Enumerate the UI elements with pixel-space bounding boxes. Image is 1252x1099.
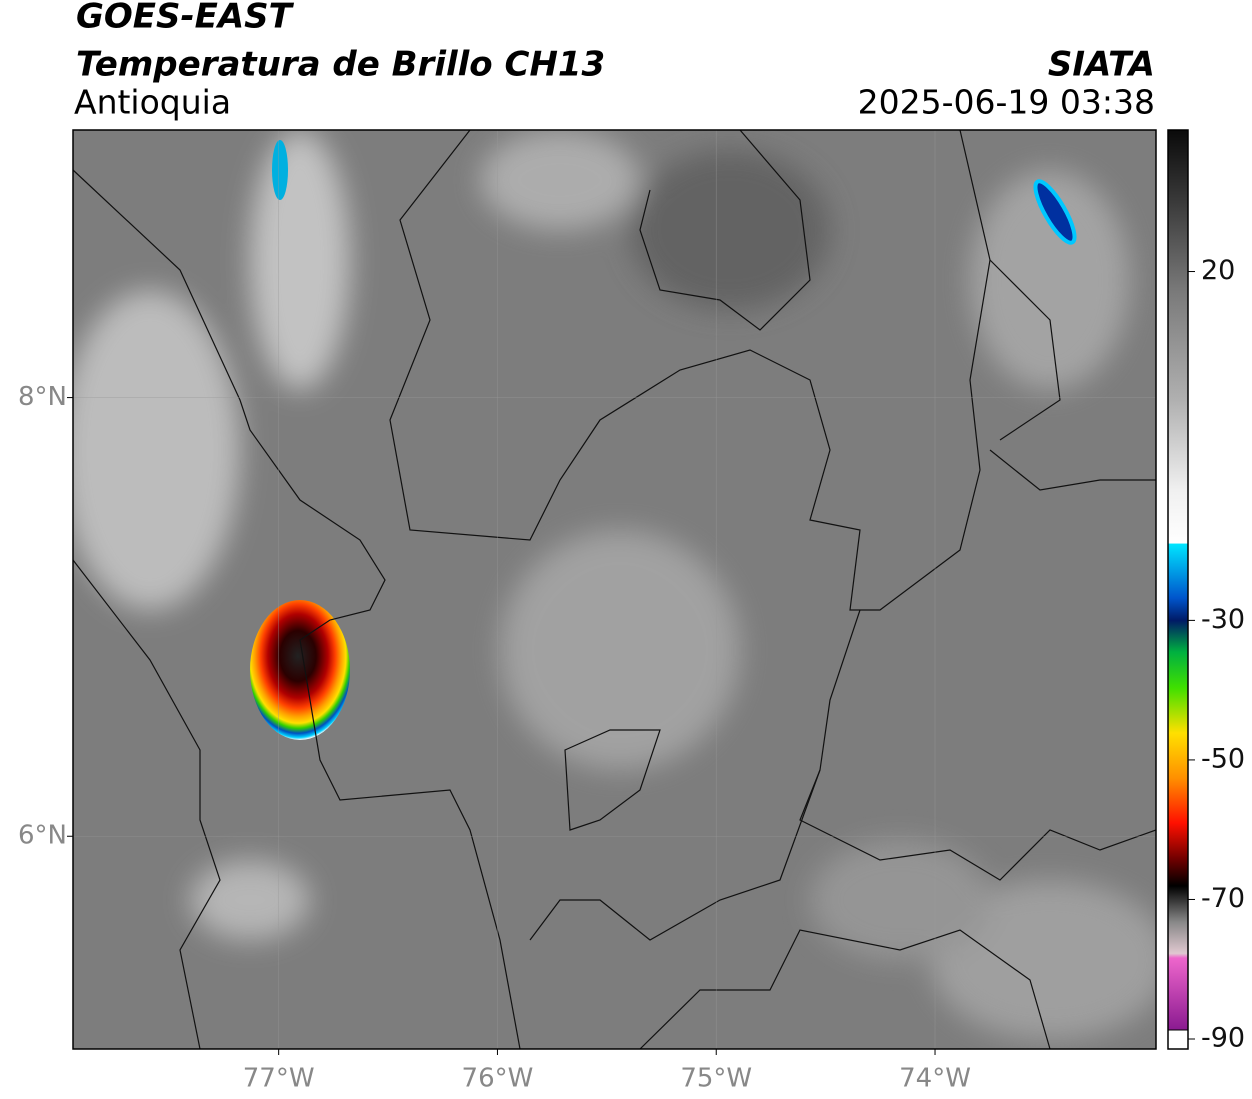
region: Antioquia — [74, 83, 231, 122]
colorbar-tick-label: -50 — [1201, 743, 1245, 774]
grid — [73, 130, 1156, 1049]
colorbar — [1168, 130, 1188, 1030]
colorbar-tick-label: -30 — [1201, 604, 1245, 635]
map-frame — [72, 129, 1157, 1050]
colorbar-tick-label: 20 — [1201, 255, 1235, 286]
subtitle: Temperatura de Brillo CH13 — [76, 45, 605, 85]
map-image — [73, 130, 1156, 1049]
y-tick-label: 6°N — [18, 821, 67, 851]
x-tick-label: 77°W — [243, 1064, 315, 1094]
cloud-texture — [73, 130, 1156, 1040]
title: GOES-EAST — [76, 0, 295, 37]
x-tick-label: 76°W — [462, 1064, 534, 1094]
colorbar-tick-label: -90 — [1201, 1023, 1245, 1054]
storm-cell — [250, 600, 350, 740]
source: SIATA — [1048, 45, 1155, 85]
cold-cloud — [272, 140, 288, 200]
y-tick-label: 8°N — [18, 382, 67, 412]
colorbar-frame — [1167, 129, 1189, 1050]
datetime: 2025-06-19 03:38 — [858, 83, 1155, 122]
x-tick-label: 75°W — [680, 1064, 752, 1094]
colorbar-extend — [1167, 1029, 1189, 1050]
boundaries — [73, 130, 1156, 1049]
colorbar-tick-label: -70 — [1201, 883, 1245, 914]
cold-cloud — [1033, 179, 1077, 245]
x-tick-label: 74°W — [899, 1064, 971, 1094]
